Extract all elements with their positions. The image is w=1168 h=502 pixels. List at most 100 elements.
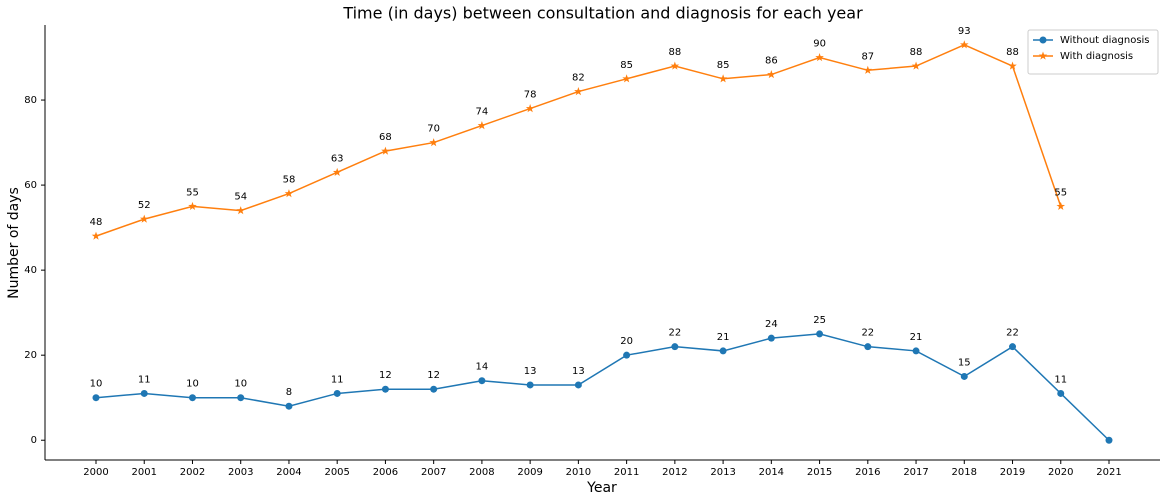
data-label: 82: [572, 73, 585, 84]
point: [574, 381, 582, 389]
data-label: 11: [1054, 374, 1067, 385]
point: [960, 372, 968, 380]
data-label: 68: [379, 132, 392, 143]
point: [477, 121, 487, 130]
data-label: 13: [524, 366, 537, 377]
data-label: 88: [668, 47, 681, 58]
data-label: 25: [813, 315, 826, 326]
point: [284, 189, 294, 198]
point: [381, 385, 389, 393]
data-label: 10: [234, 379, 247, 390]
point: [622, 74, 631, 83]
point: [188, 201, 197, 210]
point: [960, 40, 969, 49]
point: [671, 343, 679, 351]
legend-marker: [1039, 36, 1047, 44]
x-tick-label: 2021: [1096, 467, 1121, 478]
data-label: 54: [234, 192, 247, 203]
y-tick-label: 0: [31, 435, 37, 446]
legend-label: Without diagnosis: [1060, 35, 1150, 46]
legend-box: [1027, 29, 1159, 75]
point: [333, 389, 341, 397]
data-label: 85: [620, 60, 633, 71]
data-label: 21: [717, 332, 730, 343]
point: [1056, 201, 1066, 210]
point: [767, 334, 775, 342]
data-label: 20: [620, 336, 633, 347]
point: [139, 214, 149, 223]
x-tick-label: 2006: [373, 467, 398, 478]
point: [525, 104, 535, 113]
legend-label: With diagnosis: [1060, 51, 1133, 62]
point: [623, 351, 631, 359]
data-label: 88: [1006, 47, 1019, 58]
x-tick-label: 2012: [662, 467, 687, 478]
point: [478, 377, 486, 385]
point: [332, 167, 342, 176]
data-label: 93: [958, 26, 971, 37]
data-label: 63: [331, 153, 344, 164]
data-label: 11: [138, 374, 151, 385]
data-label: 22: [668, 328, 681, 339]
x-tick-label: 2010: [566, 467, 591, 478]
y-axis-label: Number of days: [6, 187, 22, 299]
data-label: 70: [427, 124, 440, 135]
x-tick-label: 2003: [228, 467, 253, 478]
y-tick-label: 60: [24, 180, 37, 191]
x-tick-label: 2002: [180, 467, 205, 478]
point: [430, 385, 438, 393]
point: [188, 394, 196, 402]
point: [429, 138, 438, 147]
x-tick-label: 2016: [855, 467, 880, 478]
x-tick-label: 2004: [276, 467, 301, 478]
y-tick-label: 40: [24, 265, 37, 276]
data-label: 14: [476, 362, 489, 373]
data-label: 52: [138, 200, 151, 211]
point: [574, 87, 583, 96]
data-label: 74: [476, 107, 489, 118]
x-tick-label: 2009: [517, 467, 542, 478]
x-tick-label: 2000: [83, 467, 108, 478]
data-label: 55: [186, 187, 199, 198]
point: [1009, 343, 1017, 351]
point: [381, 146, 390, 155]
data-label: 87: [861, 51, 874, 62]
x-tick-label: 2017: [903, 467, 928, 478]
legend-marker: [1038, 51, 1048, 60]
x-tick-label: 2015: [807, 467, 832, 478]
point: [237, 394, 245, 402]
x-tick-label: 2005: [324, 467, 349, 478]
point: [816, 330, 824, 338]
x-tick-label: 2011: [614, 467, 639, 478]
point: [864, 343, 872, 351]
data-label: 12: [379, 370, 392, 381]
x-tick-label: 2008: [469, 467, 494, 478]
y-tick-label: 80: [24, 95, 37, 106]
point: [91, 231, 101, 240]
data-label: 86: [765, 56, 778, 67]
point: [140, 389, 148, 397]
x-tick-label: 2020: [1048, 467, 1073, 478]
data-label: 22: [861, 328, 874, 339]
point: [911, 61, 921, 70]
x-tick-label: 2018: [952, 467, 977, 478]
data-label: 10: [186, 379, 199, 390]
data-label: 22: [1006, 328, 1019, 339]
data-label: 90: [813, 39, 826, 50]
x-tick-label: 2001: [132, 467, 157, 478]
data-label: 21: [910, 332, 923, 343]
data-label: 24: [765, 319, 778, 330]
data-label: 12: [427, 370, 440, 381]
point: [912, 347, 920, 355]
data-label: 88: [910, 47, 923, 58]
x-tick-label: 2013: [710, 467, 735, 478]
data-label: 10: [90, 379, 103, 390]
point: [1105, 436, 1113, 444]
point: [285, 402, 293, 410]
chart-title: Time (in days) between consultation and …: [342, 4, 863, 23]
point: [670, 61, 680, 70]
data-label: 78: [524, 90, 537, 101]
point: [719, 347, 727, 355]
data-label: 15: [958, 357, 971, 368]
